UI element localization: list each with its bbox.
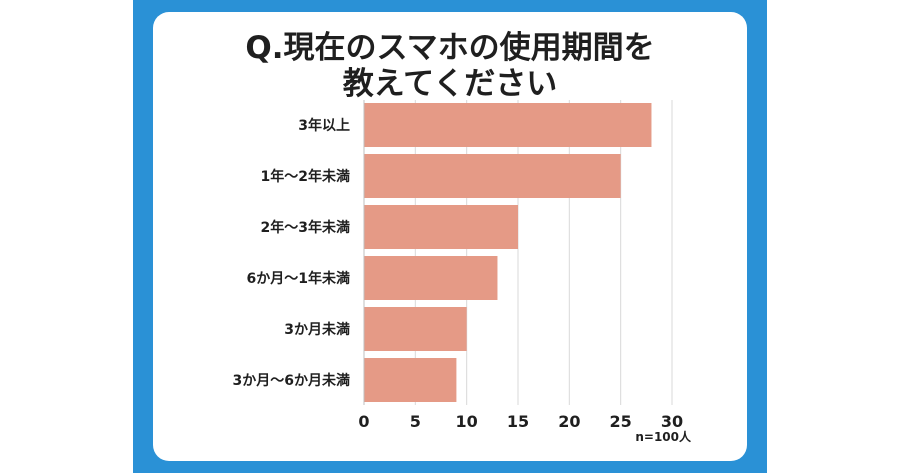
x-tick-label-30: 30 bbox=[661, 412, 683, 431]
category-label-3: 6か月〜1年未満 bbox=[247, 270, 350, 287]
category-label-2: 2年〜3年未満 bbox=[261, 219, 350, 236]
bar-2 bbox=[364, 205, 518, 249]
category-label-1: 1年〜2年未満 bbox=[261, 168, 350, 185]
sample-size-note: n=100人 bbox=[635, 430, 691, 444]
category-label-4: 3か月未満 bbox=[284, 321, 350, 338]
bar-1 bbox=[364, 154, 621, 198]
category-label-0: 3年以上 bbox=[298, 117, 350, 134]
bar-0 bbox=[364, 103, 652, 147]
chart-card: Q.現在のスマホの使用期間を 教えてください 3年以上 1年〜2年未満 2年〜3年未… bbox=[153, 12, 747, 461]
bar-3 bbox=[364, 256, 498, 300]
category-label-5: 3か月〜6か月未満 bbox=[233, 372, 350, 389]
bar-4 bbox=[364, 307, 467, 351]
x-tick-label-25: 25 bbox=[610, 412, 632, 431]
x-tick-label-0: 0 bbox=[358, 412, 369, 431]
blue-frame: Q.現在のスマホの使用期間を 教えてください 3年以上 1年〜2年未満 2年〜3年未… bbox=[133, 0, 767, 473]
x-tick-label-20: 20 bbox=[558, 412, 580, 431]
x-tick-label-15: 15 bbox=[507, 412, 529, 431]
bar-5 bbox=[364, 358, 457, 402]
x-tick-label-5: 5 bbox=[410, 412, 421, 431]
title-line-1: Q.現在のスマホの使用期間を bbox=[245, 30, 655, 66]
bar-chart: 3年以上 1年〜2年未満 2年〜3年未満 6か月〜1年未満 3か月未満 3か月〜6か月未満… bbox=[233, 100, 683, 431]
title-line-2: 教えてください bbox=[342, 66, 558, 102]
x-tick-label-10: 10 bbox=[456, 412, 478, 431]
chart-title: Q.現在のスマホの使用期間を 教えてください bbox=[153, 30, 747, 102]
